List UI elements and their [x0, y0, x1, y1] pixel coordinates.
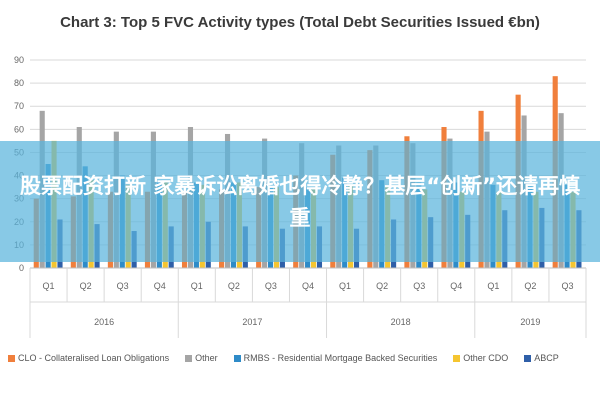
overlay-banner[interactable]: 股票配资打新 家暴诉讼离婚也得冷静？基层“创新”还请再慎重 [0, 141, 600, 262]
legend-label: CLO - Collateralised Loan Obligations [18, 353, 170, 363]
legend-swatch [453, 354, 461, 362]
x-tick-label: Q3 [413, 281, 425, 291]
legend-label: Other CDO [463, 353, 509, 363]
x-tick-label: Q1 [43, 281, 55, 291]
legend-swatch [524, 354, 532, 362]
year-label: 2016 [94, 317, 114, 327]
banner-headline[interactable]: 股票配资打新 家暴诉讼离婚也得冷静？基层“创新”还请再慎重 [20, 173, 580, 230]
x-tick-label: Q1 [339, 281, 351, 291]
legend-swatch [233, 354, 241, 362]
x-tick-label: Q3 [265, 281, 277, 291]
x-axis: Q1 Q2 Q3 Q4 Q1 Q2 Q3 Q4 Q1 Q2 Q3 Q4 Q1 Q2 Q3 2016 2017 20… [29, 267, 587, 338]
x-tick-label: Q2 [228, 281, 240, 291]
y-tick-label: 0 [19, 263, 24, 273]
year-label: 2019 [520, 317, 540, 327]
legend-item: Other CDO [453, 353, 508, 363]
x-tick-label: Q2 [524, 281, 536, 291]
y-tick-label: 80 [14, 78, 24, 88]
x-tick-label: Q1 [191, 281, 203, 291]
legend-label: RMBS - Residential Mortgage Backed Secur… [243, 353, 438, 363]
x-tick-label: Q4 [450, 281, 462, 291]
legend-item: Other [185, 353, 218, 363]
legend-item: ABCP [524, 353, 559, 363]
legend-label: Other [195, 353, 218, 363]
chart-legend: CLO - Collateralised Loan Obligations Oth… [8, 350, 598, 366]
x-tick-label: Q4 [154, 281, 166, 291]
x-tick-label: Q3 [561, 281, 573, 291]
x-tick-label: Q4 [302, 281, 314, 291]
y-tick-label: 90 [14, 55, 24, 65]
legend-item: RMBS - Residential Mortgage Backed Secur… [233, 353, 438, 363]
chart-title: Chart 3: Top 5 FVC Activity types (Total… [60, 14, 540, 31]
year-label: 2018 [391, 317, 411, 327]
x-tick-label: Q2 [376, 281, 388, 291]
y-tick-label: 60 [14, 124, 24, 134]
x-tick-label: Q2 [80, 281, 92, 291]
legend-swatch [185, 354, 193, 362]
y-tick-label: 70 [14, 101, 24, 111]
legend-swatch [8, 354, 15, 362]
x-tick-label: Q1 [487, 281, 499, 291]
x-tick-label: Q3 [117, 281, 129, 291]
legend-item: CLO - Collateralised Loan Obligations [8, 353, 169, 363]
legend-label: ABCP [534, 353, 559, 363]
year-label: 2017 [242, 317, 262, 327]
